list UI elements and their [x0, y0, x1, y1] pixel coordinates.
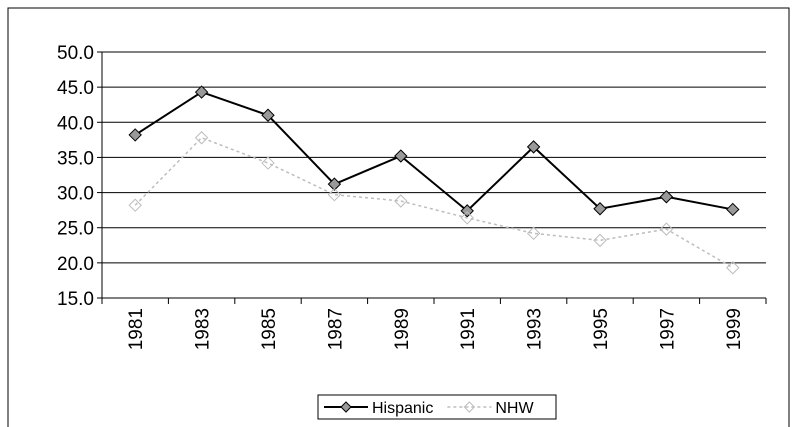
y-tick-label: 15.0 — [57, 289, 94, 310]
marker — [726, 202, 740, 217]
marker — [261, 108, 275, 122]
legend-label: Hispanic — [372, 400, 433, 417]
x-tick-label: 1991 — [458, 308, 479, 350]
x-tick-label: 1989 — [392, 308, 413, 350]
marker — [593, 202, 607, 216]
marker — [394, 194, 408, 208]
marker — [726, 261, 740, 275]
marker — [327, 187, 342, 202]
marker — [128, 128, 142, 142]
marker — [327, 177, 342, 191]
legend: Hispanic NHW — [317, 394, 557, 420]
legend-marker — [340, 401, 352, 413]
x-tick-label: 1999 — [724, 308, 745, 350]
legend-label: NHW — [495, 400, 534, 417]
marker — [460, 211, 474, 225]
marker — [394, 149, 408, 163]
y-tick-label: 35.0 — [57, 148, 94, 169]
x-tick-label: 1993 — [525, 308, 546, 350]
marker — [526, 140, 541, 154]
marker — [593, 233, 607, 248]
y-tick-label: 20.0 — [57, 254, 94, 275]
marker — [526, 226, 541, 241]
x-tick-label: 1995 — [591, 308, 612, 350]
marker — [659, 190, 674, 204]
x-tick-label: 1997 — [657, 308, 678, 350]
marker — [261, 156, 275, 170]
marker — [128, 198, 142, 212]
x-tick-label: 1983 — [193, 308, 214, 350]
series-line — [134, 90, 733, 213]
marker — [460, 204, 474, 218]
y-tick-label: 30.0 — [57, 184, 94, 205]
y-tick-label: 40.0 — [57, 113, 94, 134]
x-tick-label: 1987 — [325, 308, 346, 350]
y-tick-label: 25.0 — [57, 219, 94, 240]
marker — [194, 85, 209, 99]
marker — [194, 131, 209, 145]
marker — [659, 222, 674, 236]
x-tick-label: 1985 — [259, 308, 280, 350]
y-tick-label: 45.0 — [57, 78, 94, 99]
y-tick-label: 50.0 — [57, 43, 94, 64]
legend-marker — [463, 401, 476, 413]
chart-border — [7, 7, 790, 427]
x-tick-label: 1981 — [126, 308, 147, 350]
